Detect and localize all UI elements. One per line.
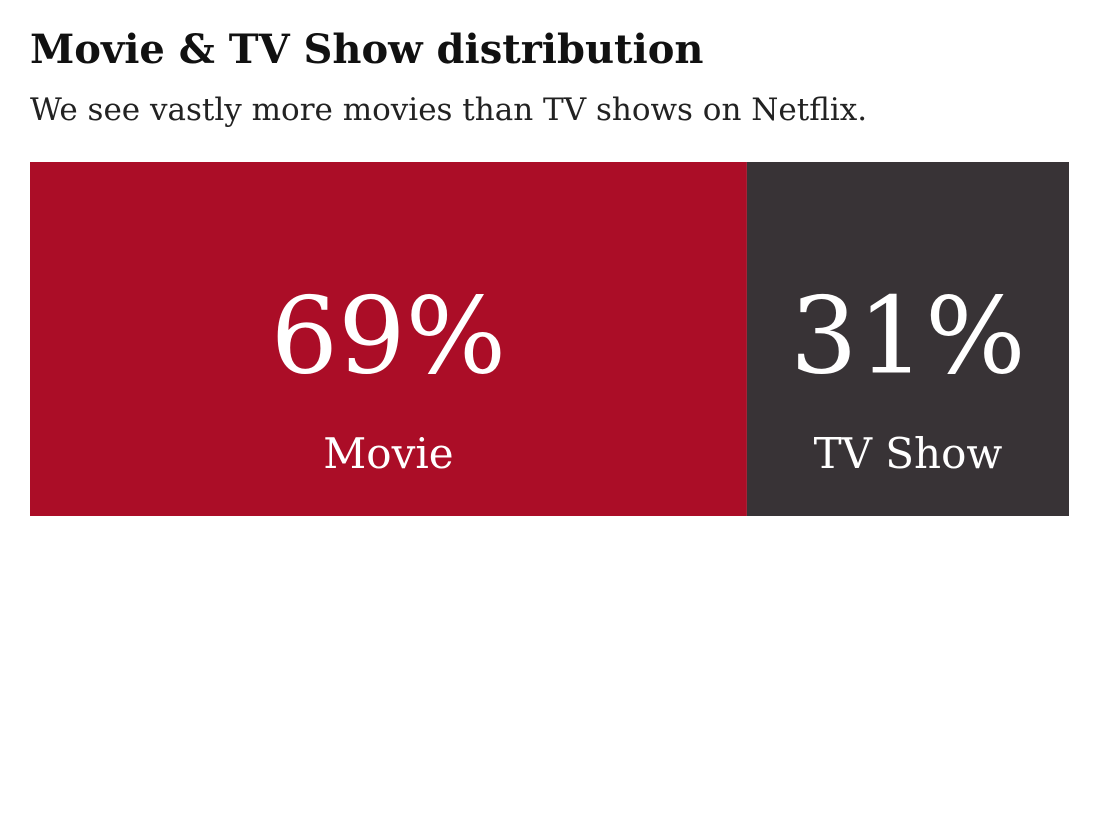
category-label-movie: Movie [323,429,453,478]
bar-segment-tv-show [746,162,1069,516]
category-label-tv-show: TV Show [814,429,1003,478]
value-label-tv-show: 31% [790,275,1026,398]
chart-subtitle: We see vastly more movies than TV shows … [30,92,868,128]
value-label-movie: 69% [271,275,507,398]
bar-segment-movie [30,162,747,516]
chart-title: Movie & TV Show distribution [30,26,704,73]
